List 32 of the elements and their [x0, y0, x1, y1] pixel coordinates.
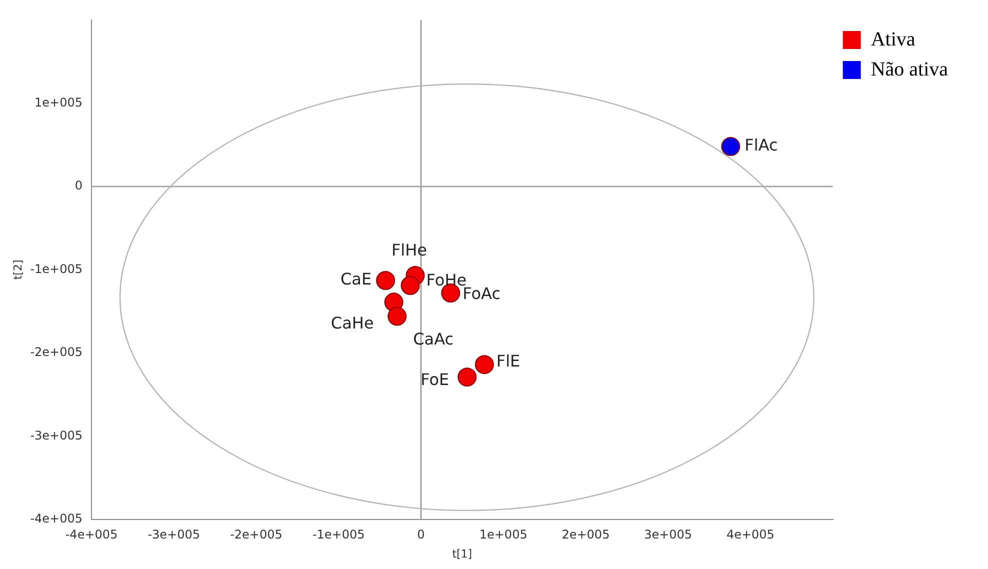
y-tick-label: -1e+005 — [30, 262, 83, 276]
x-tick-label: 4e+005 — [726, 528, 774, 542]
x-tick-label: 1e+005 — [479, 528, 528, 542]
data-label: FlE — [496, 352, 520, 371]
point — [458, 368, 477, 387]
point — [400, 276, 420, 296]
data-label: FoE — [420, 370, 450, 390]
data-label: CaHe — [330, 313, 374, 332]
y-axis-title: t[2] — [11, 260, 24, 280]
point — [388, 306, 407, 326]
x-tick-label: -1e+005 — [312, 528, 365, 542]
x-tick-label: -2e+005 — [230, 528, 282, 542]
x-tick-label: -4e+005 — [65, 528, 118, 542]
y-tick-label: -2e+005 — [30, 345, 83, 360]
data-label: CaAc — [413, 329, 454, 348]
x-tick-label: -3e+005 — [148, 528, 200, 542]
point — [474, 355, 494, 374]
legend-label: Não ativa — [870, 58, 948, 80]
data-label: FlHe — [391, 240, 427, 260]
x-tick-label: 3e+005 — [644, 528, 692, 542]
y-tick-label: 0 — [74, 178, 83, 193]
y-tick-label: 1e+005 — [34, 95, 83, 110]
legend-label: Ativa — [870, 28, 916, 50]
data-label: CaE — [340, 270, 372, 289]
point — [376, 271, 396, 290]
x-axis-title: t[1] — [452, 547, 472, 560]
x-tick-label: 2e+005 — [562, 528, 610, 542]
point — [721, 137, 740, 156]
x-tick-label: 0 — [417, 528, 425, 542]
data-label: FlAc — [744, 136, 778, 155]
y-tick-label: -4e+005 — [30, 512, 83, 526]
y-tick-label: -3e+005 — [30, 428, 83, 442]
